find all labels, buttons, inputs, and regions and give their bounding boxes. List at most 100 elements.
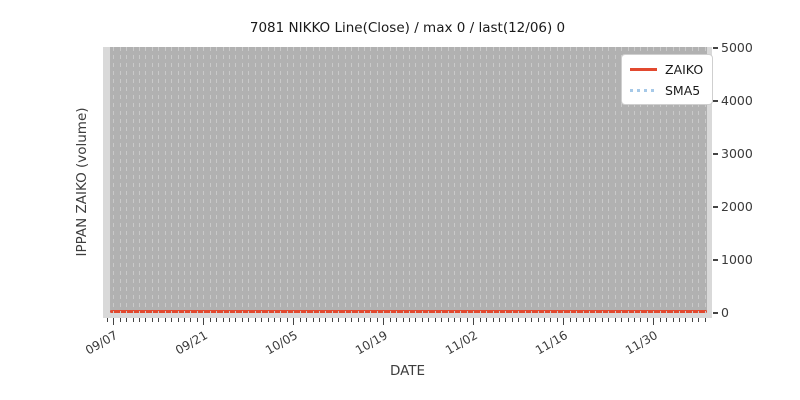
gridline [113, 47, 115, 313]
gridline [209, 47, 211, 313]
gridline [421, 47, 423, 313]
sma5-line-swatch [630, 88, 657, 92]
y-tick-mark [713, 152, 718, 155]
zaiko-line [110, 310, 707, 313]
x-minor-tick-mark [589, 318, 591, 322]
x-minor-tick-mark [569, 318, 571, 322]
gridline [216, 47, 218, 313]
gridline [505, 47, 507, 313]
gridline [364, 47, 365, 313]
x-minor-tick-mark [691, 318, 693, 322]
x-major-tick-mark [473, 318, 475, 325]
x-minor-tick-mark [229, 318, 230, 322]
gridline [164, 47, 166, 313]
gridline [286, 47, 288, 313]
x-minor-tick-mark [325, 318, 327, 322]
x-minor-tick-mark [306, 318, 308, 322]
gridline [409, 47, 410, 313]
x-minor-tick-mark [357, 318, 359, 322]
x-minor-tick-mark [640, 318, 642, 322]
x-minor-tick-mark [428, 318, 430, 322]
chart-title: 7081 NIKKO Line(Close) / max 0 / last(12… [249, 20, 566, 36]
x-minor-tick-mark [184, 318, 185, 322]
gridline [653, 47, 655, 313]
x-minor-tick-mark [254, 318, 256, 322]
gridline [261, 47, 263, 313]
gridline [280, 47, 282, 313]
gridline [293, 47, 295, 313]
x-minor-tick-mark [466, 318, 468, 322]
x-minor-tick-mark [666, 318, 668, 322]
x-minor-tick-mark [409, 318, 410, 322]
gridline [646, 47, 648, 313]
gridline [229, 47, 230, 313]
x-minor-tick-mark [646, 318, 648, 322]
gridline [306, 47, 308, 313]
x-minor-tick-mark [460, 318, 462, 322]
legend-label-sma5: SMA5 [665, 82, 701, 98]
gridline [254, 47, 256, 313]
gridline [582, 47, 584, 313]
gridline [274, 47, 275, 313]
gridline [241, 47, 243, 313]
x-minor-tick-mark [454, 318, 456, 322]
gridline [319, 47, 320, 313]
gridline [704, 47, 706, 313]
x-minor-tick-mark [608, 318, 610, 322]
y-tick-mark [713, 311, 718, 314]
x-minor-tick-mark [171, 318, 173, 322]
x-minor-tick-mark [601, 318, 603, 322]
gridline [299, 47, 301, 313]
gridline [331, 47, 333, 313]
x-major-tick-mark [113, 318, 115, 325]
x-minor-tick-mark [434, 318, 436, 322]
x-minor-tick-mark [679, 318, 681, 322]
gridline [486, 47, 488, 313]
x-minor-tick-mark [248, 318, 250, 322]
x-minor-tick-mark [177, 318, 179, 322]
x-minor-tick-mark [299, 318, 301, 322]
x-minor-tick-mark [634, 318, 636, 322]
x-minor-tick-mark [106, 318, 108, 322]
gridline [576, 47, 578, 313]
x-minor-tick-mark [389, 318, 391, 322]
x-minor-tick-mark [447, 318, 449, 322]
x-major-tick-mark [293, 318, 295, 325]
y-tick-label: 0 [721, 304, 729, 320]
x-minor-tick-mark [216, 318, 218, 322]
x-minor-tick-mark [479, 318, 481, 322]
x-minor-tick-mark [614, 318, 616, 322]
legend-label-zaiko: ZAIKO [665, 61, 704, 77]
gridline [595, 47, 597, 313]
gridline [544, 47, 546, 313]
x-minor-tick-mark [376, 318, 378, 322]
x-minor-tick-mark [280, 318, 282, 322]
gridline [434, 47, 436, 313]
gridline [145, 47, 147, 313]
gridline [499, 47, 501, 313]
gridlines-layer [103, 47, 712, 318]
x-minor-tick-mark [499, 318, 501, 322]
gridline [473, 47, 475, 313]
x-minor-tick-mark [126, 318, 128, 322]
y-tick-mark [713, 258, 718, 261]
x-minor-tick-mark [402, 318, 404, 322]
x-minor-tick-mark [261, 318, 263, 322]
x-axis-label: DATE [389, 363, 426, 379]
gridline [441, 47, 443, 313]
gridline [151, 47, 153, 313]
gridline [132, 47, 134, 313]
x-minor-tick-mark [312, 318, 314, 322]
y-tick-label: 5000 [721, 39, 753, 55]
gridline [518, 47, 520, 313]
gridline [608, 47, 610, 313]
zaiko-line-swatch [630, 67, 657, 71]
gridline [351, 47, 353, 313]
x-minor-tick-mark [659, 318, 661, 322]
gridline [691, 47, 693, 313]
gridline [679, 47, 681, 313]
gridline [184, 47, 185, 313]
gridline [479, 47, 481, 313]
x-minor-tick-mark [119, 318, 121, 322]
gridline [171, 47, 173, 313]
